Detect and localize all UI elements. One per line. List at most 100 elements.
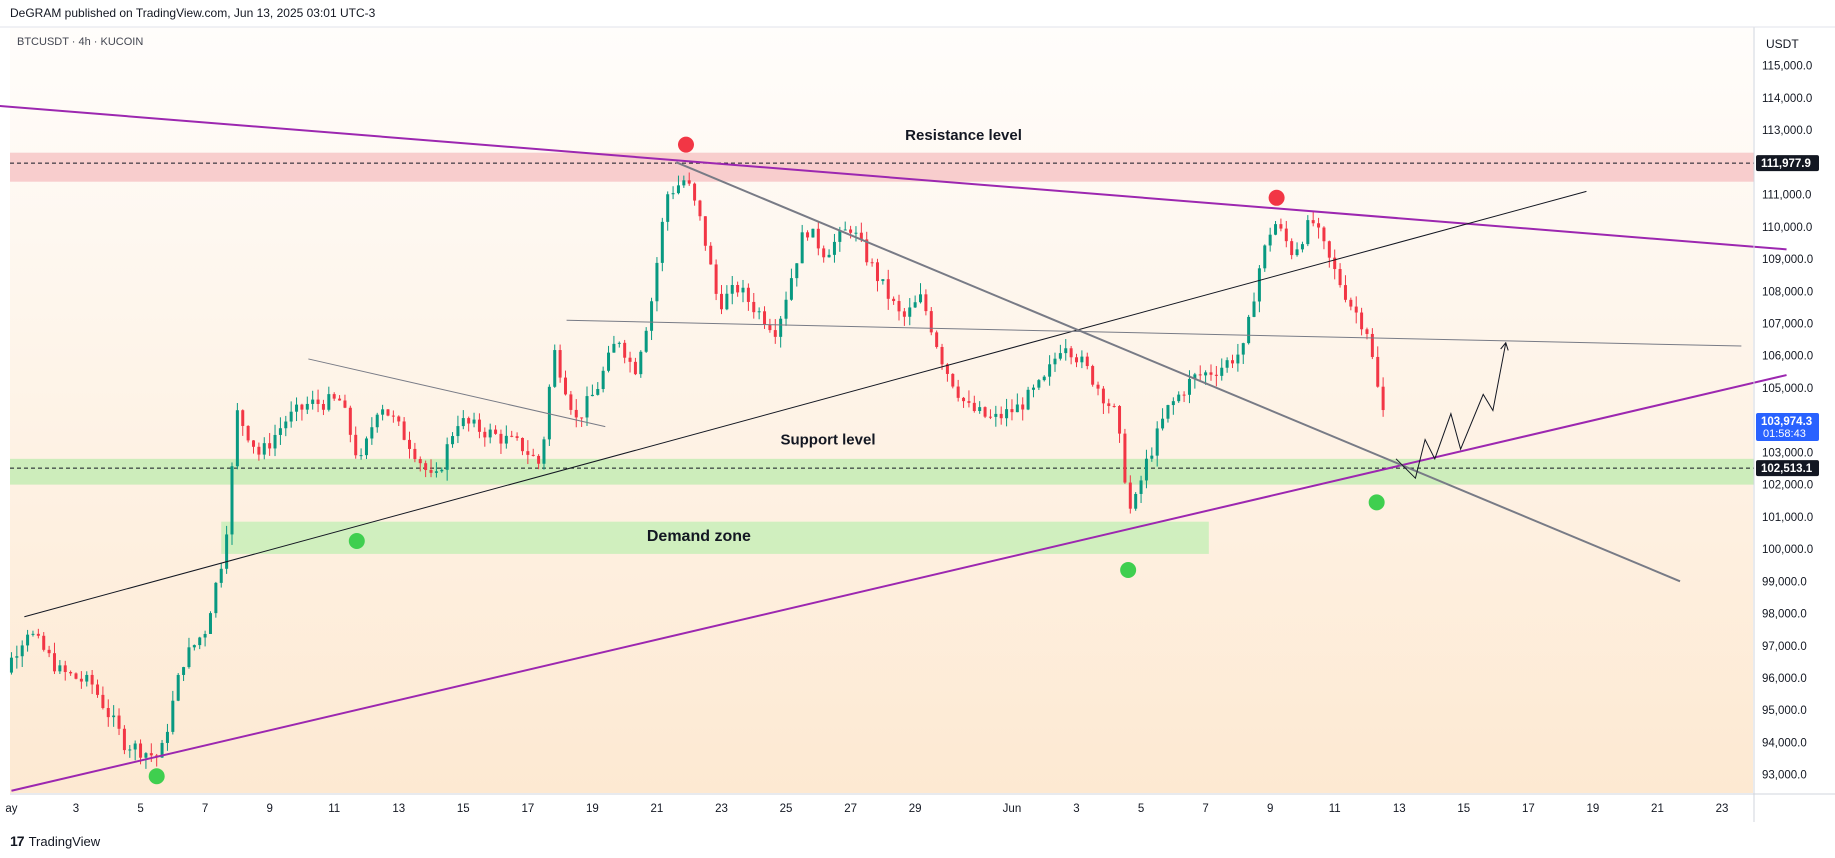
candle-body (547, 386, 551, 440)
candle-body (967, 401, 971, 403)
y-tick-label: 111,000.0 (1762, 190, 1811, 202)
candle-body (1306, 220, 1310, 245)
price-badge-1 (1756, 412, 1819, 441)
candle-body (230, 466, 234, 535)
candle-body (165, 731, 169, 743)
candle-body (133, 743, 137, 750)
candle-body (1166, 405, 1170, 419)
candle-body (1010, 409, 1014, 413)
candle-body (128, 749, 132, 751)
candle-body (1311, 220, 1315, 224)
candle-body (574, 409, 578, 418)
trendline-2[interactable] (24, 190, 1587, 618)
candle-body (1101, 388, 1105, 404)
candle-body (440, 469, 444, 472)
candle-body (929, 311, 933, 333)
candle-body (58, 665, 62, 672)
candle-body (1279, 224, 1283, 229)
candle-body (983, 407, 987, 417)
candle-body (854, 232, 858, 234)
x-tick-label: 9 (1267, 803, 1273, 815)
candle-body (1171, 401, 1175, 406)
candle-body (391, 415, 395, 417)
trendline-1[interactable] (11, 374, 1787, 792)
candle-body (208, 613, 212, 634)
candle-body (919, 294, 923, 303)
candle-body (569, 394, 573, 410)
candle-body (20, 645, 24, 657)
candle-body (1220, 367, 1224, 376)
projection-path[interactable] (1395, 342, 1507, 480)
candle-body (806, 232, 810, 238)
candle-body (676, 185, 680, 194)
annotation-2: Demand zone (647, 528, 751, 545)
candle-body (531, 454, 535, 456)
candle-body (1112, 406, 1116, 408)
candle-body (225, 534, 229, 569)
candle-body (612, 343, 616, 353)
candle-body (1300, 244, 1304, 250)
candle-body (838, 230, 842, 242)
candle-body (633, 361, 637, 375)
y-tick-label: 115,000.0 (1762, 61, 1812, 73)
marker-2 (148, 768, 165, 785)
y-tick-label: 96,000.0 (1762, 673, 1807, 685)
trendline-5[interactable] (308, 358, 606, 428)
candle-body (1085, 356, 1089, 367)
candle-body (262, 443, 266, 455)
trendline-3[interactable] (675, 161, 1681, 583)
candle-body (139, 743, 143, 758)
y-tick-label: 114,000.0 (1762, 93, 1812, 105)
x-tick-label: 23 (1716, 803, 1729, 815)
x-tick-label: 5 (137, 803, 143, 815)
candle-body (1204, 372, 1208, 376)
currency-button[interactable] (1756, 29, 1826, 57)
candle-body (348, 407, 352, 435)
trendline-0[interactable] (0, 104, 1787, 251)
y-tick-label: 95,000.0 (1762, 705, 1807, 717)
candle-body (714, 264, 718, 294)
candle-body (1123, 433, 1127, 483)
x-tick-label: 15 (1457, 803, 1470, 815)
candle-body (832, 241, 836, 255)
candle-body (252, 440, 256, 447)
marker-1 (1268, 189, 1285, 206)
candle-body (515, 436, 519, 438)
candle-body (9, 657, 13, 673)
price-chart[interactable]: Resistance level Support level Demand zone… (0, 0, 1835, 830)
candle-body (176, 674, 180, 701)
candle-body (424, 463, 428, 471)
candle-body (994, 413, 998, 417)
candle-body (607, 352, 611, 371)
candle-body (617, 342, 621, 344)
candle-body (628, 357, 632, 362)
candle-body (908, 307, 912, 317)
candle-body (1257, 268, 1261, 302)
x-tick-label: 13 (1393, 803, 1406, 815)
candle-body (940, 346, 944, 365)
y-tick-label: 99,000.0 (1762, 576, 1807, 588)
candle-body (655, 262, 659, 302)
candle-body (1005, 409, 1009, 419)
x-tick-label: Jun (1003, 803, 1022, 815)
candle-body (434, 471, 438, 473)
candle-body (892, 298, 896, 302)
candle-body (1048, 364, 1052, 377)
publisher-caption: DeGRAM published on TradingView.com, Jun… (10, 6, 376, 20)
tradingview-logo[interactable]: 17 TradingView (10, 833, 100, 849)
candle-body (1214, 374, 1218, 376)
candle-body (1091, 366, 1095, 385)
candle-body (144, 753, 148, 758)
candle-body (875, 262, 879, 282)
x-tick-label: 21 (651, 803, 664, 815)
candle-body (687, 180, 691, 184)
marker-3 (348, 533, 365, 550)
candle-body (69, 672, 73, 674)
price-badge-label: 103,974.3 (1761, 416, 1812, 428)
trendline-4[interactable] (566, 319, 1742, 347)
candle-body (1381, 386, 1385, 411)
candle-body (945, 364, 949, 374)
candle-body (1290, 241, 1294, 256)
candle-body (1338, 269, 1342, 286)
candle-body (90, 674, 94, 685)
